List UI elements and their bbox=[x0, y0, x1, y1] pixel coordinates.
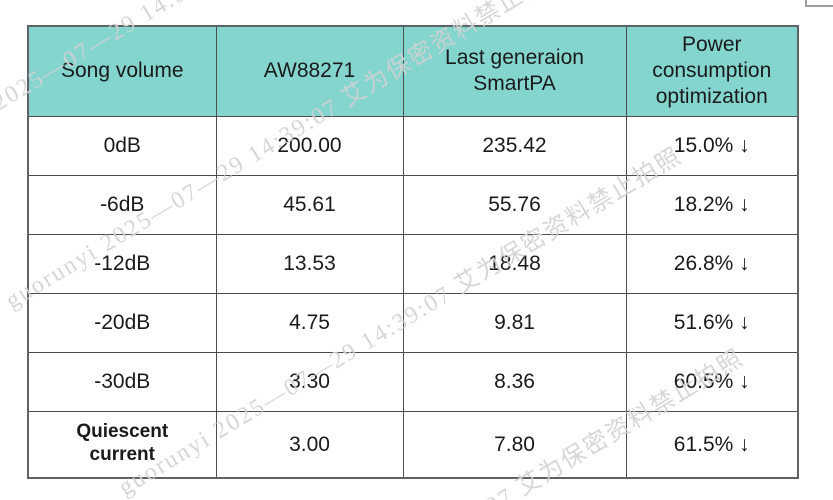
table-cell: 51.6% ↓ bbox=[625, 292, 799, 353]
comparison-table-container: Song volume AW88271 Last generaion SmartPA P… bbox=[27, 25, 799, 479]
column-header: AW88271 bbox=[215, 25, 404, 117]
table-cell: 3.00 bbox=[215, 410, 404, 479]
table-row: -6dB 45.61 55.76 18.2% ↓ bbox=[27, 174, 799, 235]
table-cell: 45.61 bbox=[215, 174, 404, 235]
table-cell: -20dB bbox=[27, 292, 217, 353]
table-cell: 18.48 bbox=[402, 233, 627, 294]
table-cell: 15.0% ↓ bbox=[625, 115, 799, 176]
table-row: 0dB 200.00 235.42 15.0% ↓ bbox=[27, 115, 799, 176]
column-header: Last generaion SmartPA bbox=[402, 25, 627, 117]
table-cell: 18.2% ↓ bbox=[625, 174, 799, 235]
table-cell: 26.8% ↓ bbox=[625, 233, 799, 294]
table-cell: -12dB bbox=[27, 233, 217, 294]
table-row: -12dB 13.53 18.48 26.8% ↓ bbox=[27, 233, 799, 294]
table-cell: 61.5% ↓ bbox=[625, 410, 799, 479]
power-consumption-comparison-table: Song volume AW88271 Last generaion SmartPA P… bbox=[27, 25, 799, 479]
table-row: -20dB 4.75 9.81 51.6% ↓ bbox=[27, 292, 799, 353]
table-cell: 55.76 bbox=[402, 174, 627, 235]
table-header-row: Song volume AW88271 Last generaion SmartPA P… bbox=[27, 25, 799, 117]
table-cell: 60.5% ↓ bbox=[625, 351, 799, 412]
table-cell: 3.30 bbox=[215, 351, 404, 412]
table-cell: 9.81 bbox=[402, 292, 627, 353]
table-cell: -30dB bbox=[27, 351, 217, 412]
table-cell: 235.42 bbox=[402, 115, 627, 176]
table-cell: 13.53 bbox=[215, 233, 404, 294]
table-cell: 200.00 bbox=[215, 115, 404, 176]
table-cell: -6dB bbox=[27, 174, 217, 235]
column-header: Power consumption optimization bbox=[625, 25, 799, 117]
table-cell: 0dB bbox=[27, 115, 217, 176]
table-row: Quiescent current 3.00 7.80 61.5% ↓ bbox=[27, 410, 799, 479]
table-cell: 7.80 bbox=[402, 410, 627, 479]
table-cell: Quiescent current bbox=[27, 410, 217, 479]
table-cell: 4.75 bbox=[215, 292, 404, 353]
column-header: Song volume bbox=[27, 25, 217, 117]
table-row: -30dB 3.30 8.36 60.5% ↓ bbox=[27, 351, 799, 412]
table-cell: 8.36 bbox=[402, 351, 627, 412]
selection-corner-mark bbox=[805, 0, 833, 7]
